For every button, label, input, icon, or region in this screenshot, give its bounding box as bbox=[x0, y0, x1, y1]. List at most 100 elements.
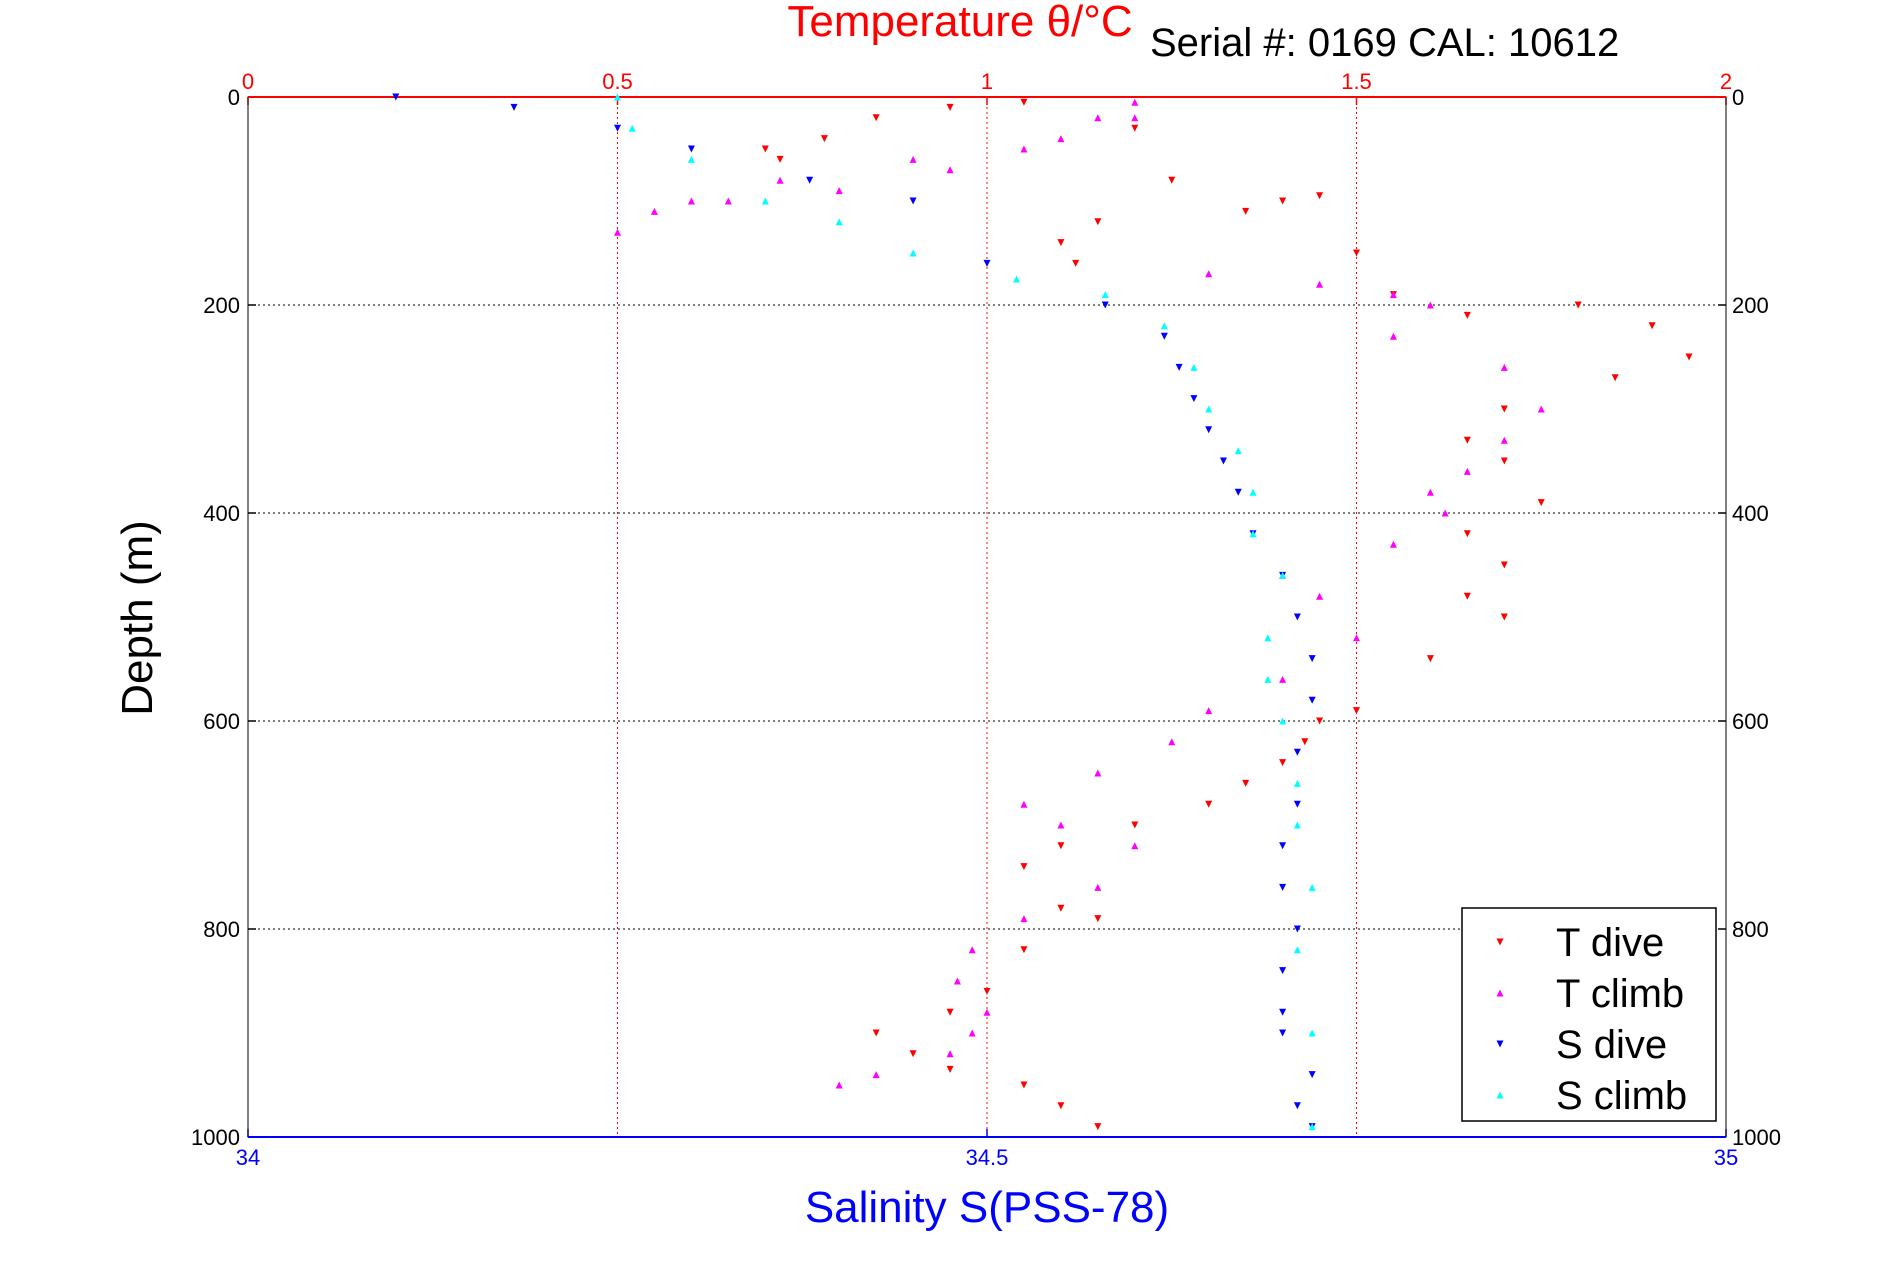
series-t-climb bbox=[614, 98, 1545, 1089]
data-point bbox=[1441, 509, 1449, 517]
data-point bbox=[835, 218, 843, 226]
data-point bbox=[1249, 530, 1257, 538]
data-point bbox=[1160, 332, 1168, 340]
data-point bbox=[872, 1029, 880, 1037]
temp-tick-label: 1.5 bbox=[1341, 69, 1372, 94]
legend-label: T climb bbox=[1556, 972, 1684, 1016]
data-point bbox=[1013, 275, 1021, 283]
data-point bbox=[1353, 634, 1360, 642]
data-point bbox=[614, 93, 621, 101]
series-t-dive bbox=[761, 98, 1693, 1131]
data-point bbox=[1020, 800, 1028, 808]
data-point bbox=[724, 197, 732, 205]
data-point bbox=[1020, 98, 1028, 106]
data-point bbox=[614, 228, 621, 236]
data-point bbox=[1160, 322, 1168, 330]
data-point bbox=[983, 987, 991, 995]
data-point bbox=[1316, 592, 1324, 600]
data-point bbox=[1057, 821, 1065, 829]
data-point bbox=[1685, 353, 1693, 361]
data-point bbox=[1389, 291, 1397, 299]
data-point bbox=[614, 124, 621, 132]
data-point bbox=[1242, 779, 1250, 787]
data-point bbox=[1308, 883, 1316, 891]
data-point bbox=[1242, 207, 1250, 215]
data-point bbox=[1353, 707, 1360, 715]
legend: T dive T climb S dive S climb bbox=[1461, 907, 1717, 1122]
data-point bbox=[1426, 301, 1434, 309]
data-point bbox=[1020, 863, 1028, 871]
data-point bbox=[1293, 748, 1301, 756]
legend-marker bbox=[1496, 1040, 1504, 1048]
depth-tick-label-right: 800 bbox=[1732, 917, 1769, 942]
data-point bbox=[1279, 675, 1287, 683]
data-point bbox=[909, 197, 917, 205]
data-point bbox=[1500, 363, 1508, 371]
data-point bbox=[1094, 114, 1102, 122]
data-point bbox=[1426, 655, 1434, 663]
data-point bbox=[1264, 675, 1272, 683]
data-point bbox=[687, 155, 695, 163]
data-point bbox=[1131, 124, 1139, 132]
data-point bbox=[1500, 405, 1508, 413]
data-point bbox=[1168, 738, 1176, 746]
data-point bbox=[946, 103, 954, 111]
data-point bbox=[953, 977, 961, 985]
data-point bbox=[1057, 1102, 1065, 1110]
depth-tick-label-right: 600 bbox=[1732, 709, 1769, 734]
data-point bbox=[1020, 1081, 1028, 1089]
data-point bbox=[1308, 1071, 1316, 1079]
data-point bbox=[1500, 561, 1508, 569]
legend-label: S dive bbox=[1556, 1023, 1667, 1067]
data-point bbox=[1020, 145, 1028, 153]
data-point bbox=[1175, 363, 1183, 371]
data-point bbox=[687, 145, 695, 153]
data-point bbox=[1316, 717, 1324, 725]
data-point bbox=[1463, 592, 1471, 600]
data-point bbox=[835, 187, 843, 195]
data-point bbox=[1205, 270, 1213, 278]
depth-tick-label-left: 1000 bbox=[191, 1125, 240, 1150]
data-point bbox=[968, 946, 976, 954]
temp-tick-label: 1 bbox=[981, 69, 993, 94]
data-point bbox=[946, 166, 954, 174]
temp-tick-label: 0 bbox=[242, 69, 254, 94]
data-point bbox=[1094, 769, 1102, 777]
data-point bbox=[761, 197, 769, 205]
data-point bbox=[1301, 738, 1309, 746]
data-point bbox=[761, 145, 769, 153]
data-point bbox=[1205, 426, 1213, 434]
data-point bbox=[1057, 239, 1065, 247]
data-point bbox=[1648, 322, 1656, 330]
data-point bbox=[1293, 779, 1301, 787]
data-point bbox=[650, 207, 658, 215]
data-point bbox=[1219, 457, 1227, 465]
depth-tick-label-left: 0 bbox=[228, 85, 240, 110]
data-point bbox=[1101, 301, 1109, 309]
depth-tick-label-left: 600 bbox=[203, 709, 240, 734]
data-point bbox=[1389, 332, 1397, 340]
data-point bbox=[909, 1050, 917, 1058]
data-point bbox=[1500, 457, 1508, 465]
data-point bbox=[806, 176, 814, 184]
data-point bbox=[1463, 436, 1471, 444]
data-point bbox=[1611, 374, 1619, 382]
data-point bbox=[1308, 655, 1316, 663]
data-point bbox=[628, 124, 636, 132]
data-point bbox=[1205, 405, 1213, 413]
y-axis-label: Depth (m) bbox=[113, 520, 162, 716]
data-point bbox=[1072, 259, 1080, 267]
data-point bbox=[1279, 1029, 1287, 1037]
data-point bbox=[1101, 291, 1109, 299]
data-point bbox=[1131, 98, 1139, 106]
x-axis-label: Salinity S(PSS-78) bbox=[805, 1183, 1169, 1232]
data-marks bbox=[392, 93, 1693, 1131]
legend-label: S climb bbox=[1556, 1074, 1687, 1118]
data-point bbox=[1190, 363, 1198, 371]
data-point bbox=[1094, 1123, 1102, 1131]
data-point bbox=[1279, 883, 1287, 891]
data-point bbox=[1020, 915, 1028, 923]
data-point bbox=[1308, 1123, 1316, 1131]
data-point bbox=[392, 93, 400, 101]
data-point bbox=[968, 1029, 976, 1037]
